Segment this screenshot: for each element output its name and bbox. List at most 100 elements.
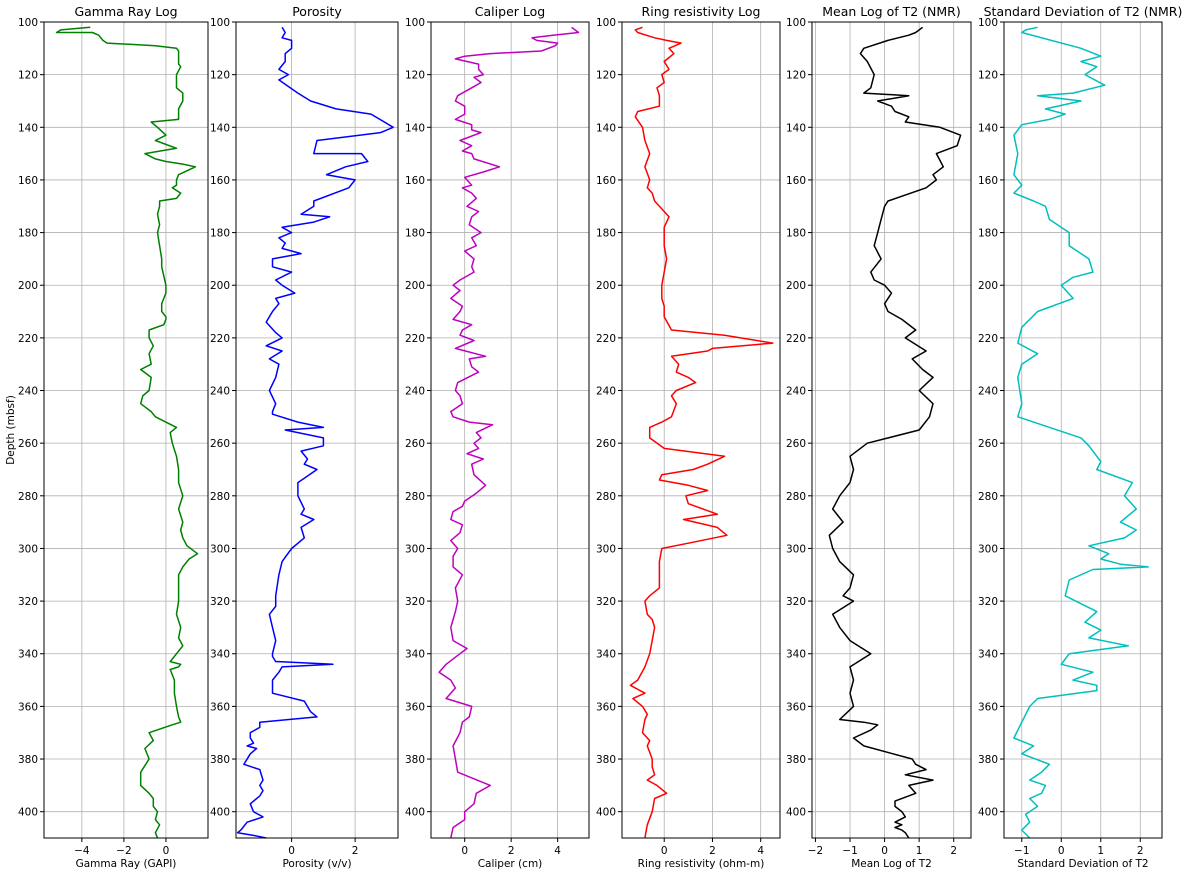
track-4: 0 2 4 100 120 140 160 180 200 220 240 260 280 300 320 3… [596, 4, 781, 870]
y-tick-label: 360 [18, 701, 38, 713]
y-tick-label: 160 [978, 175, 998, 187]
axes-frame [235, 21, 399, 839]
log-curve [629, 26, 774, 839]
y-tick-label: 360 [978, 701, 998, 713]
y-tick-label: 400 [18, 807, 38, 819]
y-tick-label: 300 [978, 543, 998, 555]
x-tick-label: 0 [461, 845, 468, 857]
track-3: 0 2 4 100 120 140 160 180 200 220 240 260 280 300 320 3… [405, 4, 590, 870]
y-tick-label: 200 [405, 280, 425, 292]
x-tick-label: 2 [709, 845, 716, 857]
track-title: Caliper Log [475, 4, 545, 19]
x-tick-label: 0 [1058, 845, 1065, 857]
x-axis-label: Porosity (v/v) [282, 858, 351, 870]
track-5: −2 −1 0 1 2 100 120 140 160 180 200 220 240 260 280 300… [786, 4, 972, 870]
y-tick-label: 300 [18, 543, 38, 555]
y-tick-label: 140 [596, 122, 616, 134]
track-title: Standard Deviation of T2 (NMR) [984, 4, 1183, 19]
y-tick-label: 260 [405, 438, 425, 450]
y-tick-label: 340 [405, 649, 425, 661]
y-tick-label: 140 [978, 122, 998, 134]
y-tick-label: 140 [18, 122, 38, 134]
y-tick-label: 200 [210, 280, 230, 292]
x-tick-label: 1 [1097, 845, 1104, 857]
y-tick-label: 100 [210, 17, 230, 29]
y-tick-label: 300 [596, 543, 616, 555]
track-6: −1 0 1 2 100 120 140 160 180 200 220 240 260 280 300 32… [978, 4, 1182, 870]
y-tick-label: 360 [596, 701, 616, 713]
x-tick-label: 2 [508, 845, 515, 857]
axes-frame [1003, 21, 1163, 839]
axes-frame [430, 21, 590, 839]
y-tick-label: 140 [210, 122, 230, 134]
y-tick-label: 280 [405, 491, 425, 503]
y-tick-label: 140 [786, 122, 806, 134]
y-tick-label: 400 [210, 807, 230, 819]
y-tick-label: 100 [596, 17, 616, 29]
y-tick-label: 320 [596, 596, 616, 608]
track-title: Porosity [292, 4, 342, 19]
x-tick-label: −1 [1014, 845, 1029, 857]
x-axis-label: Gamma Ray (GAPI) [76, 858, 177, 870]
y-tick-label: 160 [786, 175, 806, 187]
y-tick-label: 340 [18, 649, 38, 661]
y-tick-label: 240 [978, 386, 998, 398]
y-tick-label: 260 [210, 438, 230, 450]
track-title: Ring resistivity Log [642, 4, 761, 19]
y-tick-label: 100 [405, 17, 425, 29]
x-tick-label: −1 [842, 845, 857, 857]
y-tick-label: 260 [978, 438, 998, 450]
track-1: −4 −2 0 100 120 140 160 180 200 220 240 260 280 300 32… [5, 4, 209, 870]
y-tick-label: 380 [210, 754, 230, 766]
y-tick-label: 300 [210, 543, 230, 555]
y-tick-label: 300 [405, 543, 425, 555]
y-tick-label: 360 [210, 701, 230, 713]
axes-frame [811, 21, 972, 839]
y-tick-label: 160 [596, 175, 616, 187]
axes-frame [43, 21, 209, 839]
x-tick-label: 1 [916, 845, 923, 857]
y-tick-label: 100 [18, 17, 38, 29]
x-tick-label: 4 [757, 845, 764, 857]
y-tick-label: 320 [210, 596, 230, 608]
x-tick-label: 0 [661, 845, 668, 857]
y-tick-label: 200 [596, 280, 616, 292]
y-tick-label: 380 [978, 754, 998, 766]
y-tick-label: 300 [786, 543, 806, 555]
y-axis-label: Depth (mbsf) [5, 395, 17, 465]
y-tick-label: 160 [405, 175, 425, 187]
y-tick-label: 100 [786, 17, 806, 29]
y-tick-label: 340 [210, 649, 230, 661]
y-tick-label: 180 [978, 228, 998, 240]
y-tick-label: 180 [596, 228, 616, 240]
track-2: 0 2 100 120 140 160 180 200 220 240 260 280 300 320 34… [210, 4, 399, 870]
y-tick-label: 400 [978, 807, 998, 819]
y-tick-label: 140 [405, 122, 425, 134]
y-tick-label: 380 [786, 754, 806, 766]
y-tick-label: 340 [786, 649, 806, 661]
x-tick-label: −4 [74, 845, 90, 857]
track-title: Gamma Ray Log [74, 4, 177, 19]
y-tick-label: 160 [210, 175, 230, 187]
log-curve [55, 26, 199, 839]
y-tick-label: 280 [210, 491, 230, 503]
log-curve [1013, 26, 1149, 839]
y-tick-label: 240 [786, 386, 806, 398]
y-tick-label: 220 [786, 333, 806, 345]
x-axis-label: Mean Log of T2 [851, 858, 932, 870]
x-tick-label: 2 [1137, 845, 1144, 857]
y-tick-label: 360 [786, 701, 806, 713]
y-tick-label: 400 [405, 807, 425, 819]
y-tick-label: 120 [18, 70, 38, 82]
x-tick-label: 0 [163, 845, 170, 857]
y-tick-label: 240 [596, 386, 616, 398]
y-tick-label: 320 [18, 596, 38, 608]
x-tick-label: 4 [554, 845, 561, 857]
x-tick-label: 0 [288, 845, 295, 857]
y-tick-label: 100 [978, 17, 998, 29]
y-tick-label: 280 [18, 491, 38, 503]
y-tick-label: 320 [978, 596, 998, 608]
log-curve [828, 26, 962, 839]
y-tick-label: 240 [405, 386, 425, 398]
